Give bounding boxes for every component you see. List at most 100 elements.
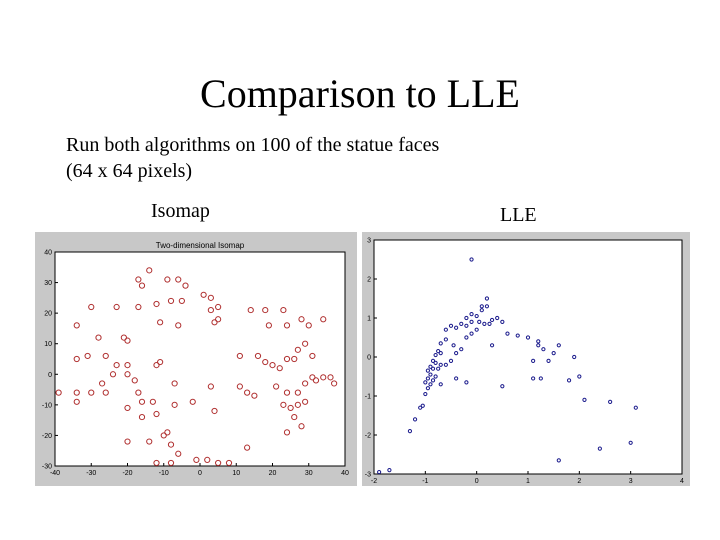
- data-point: [73, 398, 80, 405]
- lle-label: LLE: [500, 204, 537, 226]
- body-line-2: (64 x 64 pixels): [66, 160, 193, 182]
- data-point: [541, 347, 546, 352]
- data-point: [113, 362, 120, 369]
- data-point: [215, 303, 222, 311]
- y-tick-label: -1: [365, 394, 371, 401]
- isomap-scatter-svg: -40 -30 -20 -10 0 10 20 30 40403020100-10-20-30T…: [35, 232, 357, 486]
- data-point: [469, 312, 474, 317]
- data-point: [254, 352, 262, 360]
- slide-body: Run both algorithms on 100 of the statue…: [66, 132, 439, 184]
- data-point: [120, 334, 127, 341]
- data-point: [84, 352, 91, 360]
- data-point: [477, 319, 482, 325]
- body-line-1: Run both algorithms on 100 of the statue…: [66, 134, 440, 156]
- data-point: [178, 297, 185, 305]
- data-point: [211, 319, 218, 326]
- data-point: [244, 389, 251, 396]
- data-point: [430, 366, 436, 371]
- data-point: [495, 315, 500, 321]
- data-point: [418, 405, 423, 410]
- data-point: [536, 343, 541, 348]
- data-point: [149, 398, 156, 405]
- data-point: [582, 397, 587, 402]
- data-point: [215, 316, 222, 323]
- data-point: [448, 323, 454, 328]
- data-point: [538, 376, 543, 381]
- data-point: [469, 319, 474, 325]
- data-point: [175, 322, 182, 329]
- data-point: [454, 351, 459, 356]
- data-point: [436, 349, 441, 354]
- y-tick-label: 30: [44, 280, 52, 287]
- data-point: [280, 401, 287, 408]
- data-point: [412, 417, 418, 422]
- data-point: [138, 282, 146, 289]
- data-point: [546, 358, 551, 363]
- x-tick-label: -2: [371, 478, 377, 485]
- data-point: [407, 429, 413, 434]
- data-point: [265, 322, 272, 329]
- data-point: [459, 347, 464, 352]
- x-tick-label: 40: [341, 470, 349, 477]
- data-point: [298, 316, 305, 323]
- data-point: [420, 403, 425, 408]
- chart-title: Two-dimensional Isomap: [156, 241, 245, 250]
- isomap-plot: -40 -30 -20 -10 0 10 20 30 40 40 30 20 10 0 -10 -20 -30 T…: [35, 232, 357, 486]
- data-point: [454, 325, 459, 330]
- x-tick-label: 2: [577, 478, 581, 485]
- data-point: [500, 319, 505, 325]
- data-point: [433, 374, 438, 379]
- data-point: [215, 459, 222, 467]
- data-point: [500, 384, 505, 389]
- data-point: [124, 404, 131, 412]
- x-tick-label: -40: [50, 470, 60, 477]
- y-tick-label: -3: [365, 472, 371, 479]
- lle-plot: -2 -1 0 1 2 3 4 3 2 1 0 -1 -2 -3: [362, 232, 690, 486]
- data-point: [273, 383, 280, 390]
- data-point: [448, 358, 454, 363]
- data-point: [207, 294, 214, 301]
- x-tick-label: 4: [680, 478, 684, 485]
- data-point: [193, 456, 200, 463]
- data-point: [489, 317, 495, 323]
- data-point: [175, 450, 182, 457]
- data-point: [135, 303, 142, 311]
- x-tick-label: -1: [422, 478, 428, 485]
- data-point: [531, 358, 536, 363]
- data-point: [577, 374, 582, 379]
- data-point: [102, 352, 109, 360]
- data-point: [102, 389, 109, 396]
- data-point: [225, 459, 233, 467]
- data-point: [454, 376, 459, 381]
- data-point: [320, 316, 327, 323]
- data-point: [428, 382, 433, 387]
- data-point: [146, 438, 153, 445]
- data-point: [88, 303, 95, 311]
- data-point: [189, 398, 196, 405]
- data-point: [482, 321, 487, 326]
- data-point: [531, 376, 536, 381]
- data-point: [428, 372, 433, 377]
- data-point: [474, 313, 479, 319]
- data-point: [182, 282, 189, 289]
- data-point: [73, 389, 80, 396]
- data-point: [276, 365, 283, 372]
- data-point: [423, 380, 428, 385]
- data-point: [309, 352, 316, 360]
- data-point: [309, 374, 316, 381]
- slide-title: Comparison to LLE: [200, 71, 520, 116]
- plot-area: [54, 251, 346, 467]
- data-point: [556, 343, 561, 348]
- data-point: [633, 405, 638, 410]
- data-point: [438, 362, 443, 367]
- data-point: [138, 413, 146, 421]
- data-point: [425, 376, 431, 381]
- x-tick-label: -10: [159, 470, 169, 477]
- data-point: [331, 380, 338, 387]
- data-point: [302, 398, 309, 405]
- y-tick-label: -2: [365, 433, 371, 440]
- data-point: [608, 399, 613, 404]
- data-point: [207, 383, 214, 390]
- x-tick-label: 30: [305, 470, 313, 477]
- data-point: [153, 410, 160, 418]
